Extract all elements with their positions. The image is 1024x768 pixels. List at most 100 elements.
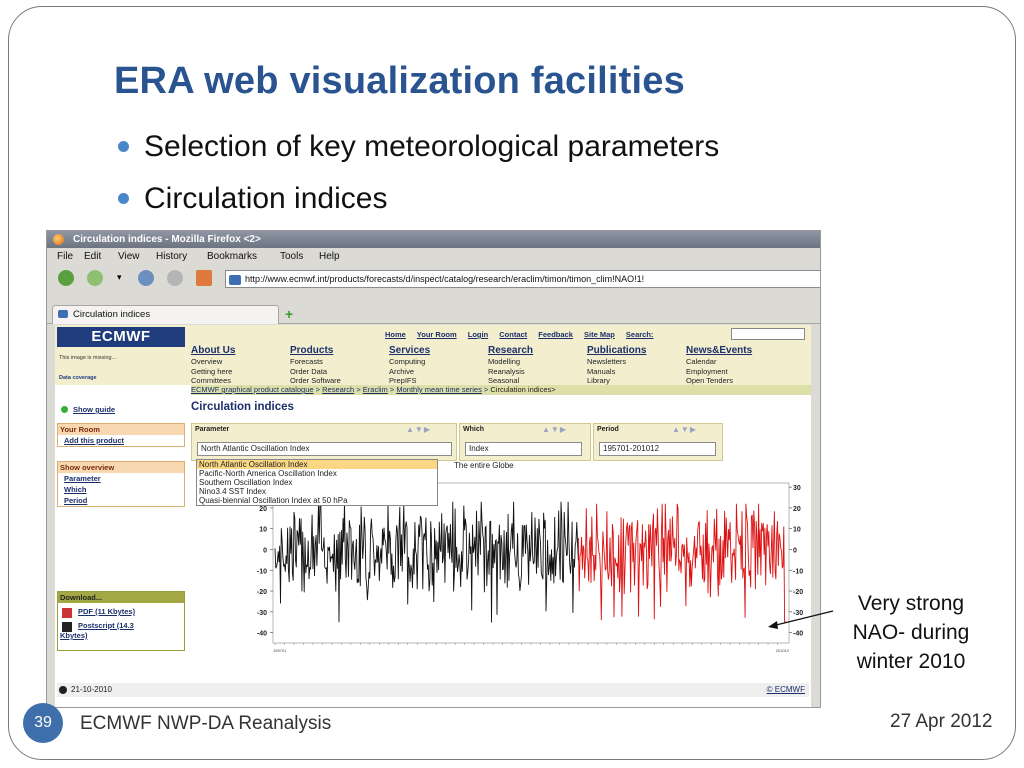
new-tab-plus-icon[interactable]: +: [285, 306, 294, 322]
y-tick-label-left: -30: [257, 610, 267, 617]
nav-item[interactable]: Modelling: [488, 357, 521, 366]
dropdown-option[interactable]: Southern Oscillation Index: [199, 478, 293, 487]
parameter-nav-arrows-icon[interactable]: ▲▼▶: [406, 425, 431, 434]
nav-heading[interactable]: About Us: [191, 345, 236, 356]
link-login[interactable]: Login: [467, 330, 489, 339]
menu-tools[interactable]: Tools: [280, 251, 304, 262]
y-tick-label-left: -20: [257, 589, 267, 596]
annotation-line: NAO- during: [852, 621, 970, 644]
link-home[interactable]: Home: [385, 330, 406, 339]
tab-circulation-indices[interactable]: Circulation indices: [52, 305, 279, 324]
y-tick-label-left: -10: [257, 568, 267, 575]
annotation-arrow: [768, 610, 834, 629]
link-feedback[interactable]: Feedback: [538, 330, 573, 339]
dropdown-option[interactable]: North Atlantic Oscillation Index: [197, 460, 437, 469]
forward-arrow-icon[interactable]: [87, 270, 103, 286]
reload-icon[interactable]: [138, 270, 154, 286]
nav-item[interactable]: Calendar: [686, 357, 717, 366]
region-text: The entire Globe: [454, 461, 514, 470]
url-bar[interactable]: http://www.ecmwf.int/products/forecasts/…: [225, 270, 820, 288]
dropdown-option[interactable]: Pacific-North America Oscillation Index: [199, 469, 337, 478]
nav-item[interactable]: Manuals: [587, 366, 616, 376]
nav-item[interactable]: Archive: [389, 366, 415, 376]
menu-help[interactable]: Help: [319, 251, 340, 262]
which-select[interactable]: Index: [465, 442, 582, 456]
menu-history[interactable]: History: [156, 251, 188, 262]
period-select[interactable]: 195701-201012: [599, 442, 716, 456]
y-tick-label-right: -20: [793, 589, 803, 596]
nav-item[interactable]: Getting here: [191, 366, 233, 376]
nav-item[interactable]: Open Tenders: [686, 376, 733, 385]
link-contact[interactable]: Contact: [499, 330, 528, 339]
menu-edit[interactable]: Edit: [84, 251, 102, 262]
y-tick-label-right: -10: [793, 568, 803, 575]
ecmwf-logo[interactable]: ECMWF: [57, 327, 185, 347]
browser-screenshot: Circulation indices - Mozilla Firefox <2…: [46, 230, 821, 708]
search-input[interactable]: [731, 328, 805, 340]
show-guide-link[interactable]: Show guide: [73, 405, 116, 414]
nav-item[interactable]: Order Software: [290, 376, 341, 385]
nao-chart: 20 10 0 -10 -20 -30 -40 30 20 10 0 -10 -20 -30 -40 1957…: [191, 477, 811, 677]
footer-left-text: ECMWF NWP-DA Reanalysis: [80, 713, 332, 734]
y-tick-label-right: 0: [793, 547, 797, 554]
history-dropdown-icon[interactable]: ▾: [117, 272, 122, 282]
period-nav-arrows-icon[interactable]: ▲▼▶: [672, 425, 697, 434]
nav-heading[interactable]: Products: [290, 345, 334, 356]
which-nav-arrows-icon[interactable]: ▲▼▶: [542, 425, 567, 434]
tab-label: Circulation indices: [73, 309, 151, 320]
postscript-download-link[interactable]: Postscript (14.3: [58, 621, 184, 631]
nav-item[interactable]: Overview: [191, 357, 223, 366]
overview-period-link[interactable]: Period: [64, 496, 88, 505]
back-arrow-icon[interactable]: [58, 270, 74, 286]
bullet-list: Selection of key meteorological paramete…: [118, 124, 719, 228]
nav-heading[interactable]: Research: [488, 345, 534, 356]
link-site-map[interactable]: Site Map: [583, 330, 615, 339]
nav-item[interactable]: Computing: [389, 357, 426, 366]
nav-item[interactable]: Library: [587, 376, 610, 385]
window-title: Circulation indices - Mozilla Firefox <2…: [73, 234, 261, 245]
site-favicon-icon: [229, 274, 241, 285]
nav-heading[interactable]: News&Events: [686, 345, 753, 356]
link-your-room[interactable]: Your Room: [416, 330, 457, 339]
pdf-download-link[interactable]: PDF (11 Kbytes): [58, 607, 184, 617]
dropdown-option[interactable]: Nino3.4 SST Index: [199, 487, 267, 496]
menu-file[interactable]: File: [57, 251, 74, 262]
nav-item[interactable]: Seasonal: [488, 376, 520, 385]
page-footer: 21-10-2010 © ECMWF: [57, 683, 809, 697]
breadcrumb-series[interactable]: Monthly mean time series: [396, 385, 482, 394]
home-icon[interactable]: [196, 270, 212, 286]
nav-heading[interactable]: Publications: [587, 345, 647, 356]
stop-icon[interactable]: [167, 270, 183, 286]
postscript-link-text: Postscript (14.3: [78, 621, 134, 630]
data-coverage-link[interactable]: Data coverage: [59, 375, 97, 381]
breadcrumb-eraclim[interactable]: Eraclim: [362, 385, 388, 394]
postscript-icon: [62, 622, 72, 632]
nav-item[interactable]: Newsletters: [587, 357, 627, 366]
menu-view[interactable]: View: [118, 251, 140, 262]
nav-item[interactable]: Forecasts: [290, 357, 323, 366]
bullet-text: Circulation indices: [144, 182, 388, 215]
search-label: Search:: [625, 330, 654, 339]
page-number-badge: 39: [23, 703, 63, 743]
overview-which-link[interactable]: Which: [64, 485, 87, 494]
nav-item[interactable]: Reanalysis: [488, 366, 525, 376]
parameter-select[interactable]: North Atlantic Oscillation Index: [197, 442, 452, 456]
window-titlebar: Circulation indices - Mozilla Firefox <2…: [47, 231, 820, 248]
overview-parameter-link[interactable]: Parameter: [64, 474, 101, 483]
nav-item[interactable]: Order Data: [290, 366, 328, 376]
footer-copyright-link[interactable]: © ECMWF: [766, 685, 805, 694]
y-tick-label-left: 0: [263, 547, 267, 554]
menu-bookmarks[interactable]: Bookmarks: [207, 251, 258, 262]
nav-item[interactable]: Committees: [191, 376, 232, 385]
dropdown-option[interactable]: Quasi-biennial Oscillation Index at 50 h…: [199, 496, 348, 505]
breadcrumb-research[interactable]: Research: [322, 385, 355, 394]
nav-item[interactable]: Employment: [686, 366, 728, 376]
add-product-link[interactable]: Add this product: [64, 436, 124, 445]
postscript-size-text: Kbytes): [60, 631, 88, 640]
breadcrumb-catalogue[interactable]: ECMWF graphical product catalogue: [191, 385, 314, 394]
nav-item[interactable]: PrepIFS: [389, 376, 417, 385]
annotation-line: winter 2010: [856, 650, 966, 673]
y-tick-label-left: 20: [259, 506, 267, 513]
nav-heading[interactable]: Services: [389, 345, 431, 356]
y-tick-label-left: 10: [259, 527, 267, 534]
